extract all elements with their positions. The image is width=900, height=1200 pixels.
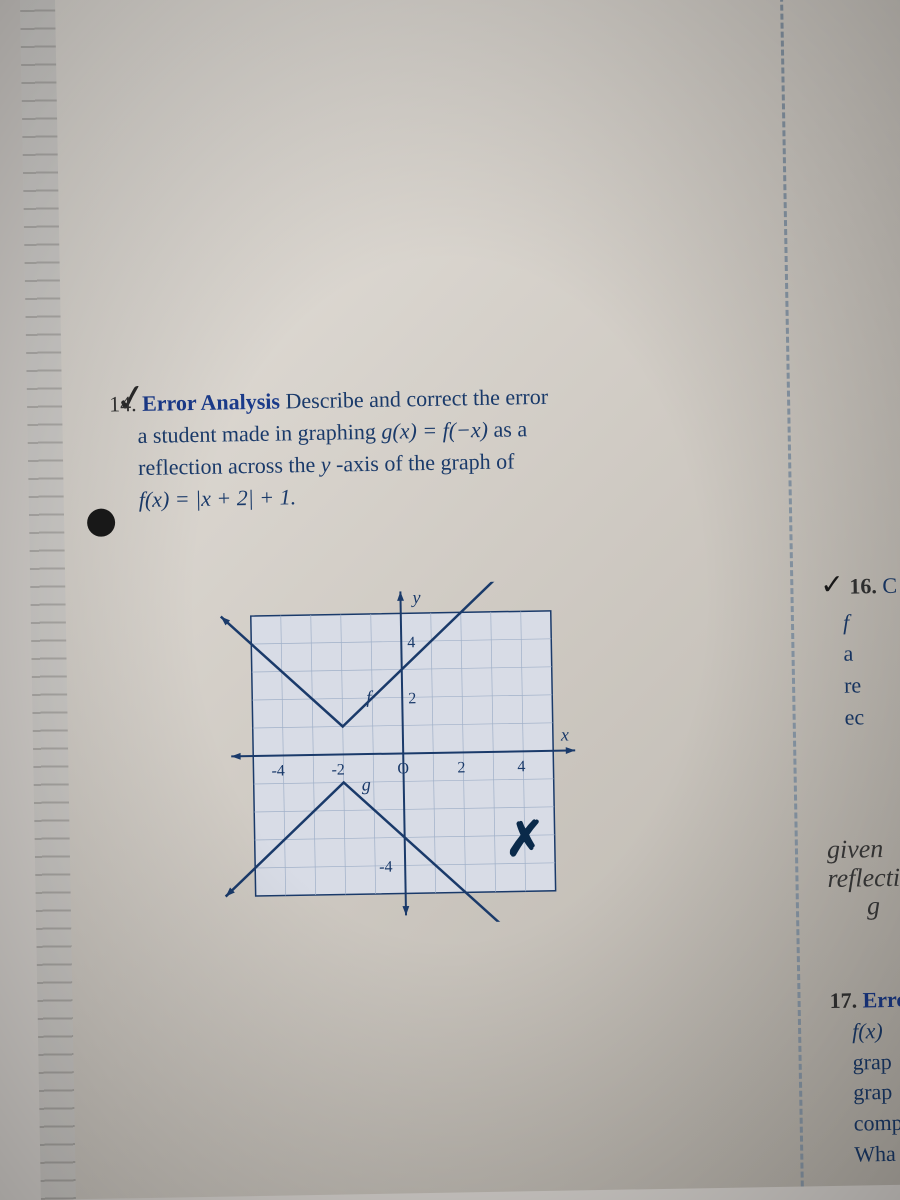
cross-icon: ✗ [504, 811, 545, 868]
equation-g: g(x) = f(−x) [381, 417, 488, 444]
problem-17-fragment: 17. Errc f(x) grap grap comp Wha [829, 984, 900, 1171]
svg-text:-4: -4 [379, 859, 393, 876]
problem-title: Errc [862, 987, 900, 1013]
text-fragment: a [843, 641, 853, 666]
handwritten-line: reflection [827, 862, 900, 893]
text-segment: as a [493, 416, 527, 442]
text-segment: reflection across the [138, 452, 321, 480]
text-fragment: re [844, 673, 862, 698]
svg-text:2: 2 [408, 690, 416, 707]
equation-f: f(x) = |x + 2| + 1. [139, 484, 297, 512]
handwritten-line: g [867, 891, 881, 920]
spiral-binding [20, 0, 76, 1200]
text-fragment: grap [853, 1079, 893, 1105]
graph-figure: yx-4-2O24-424fg [210, 580, 596, 927]
text-segment: Describe and correct the error [285, 384, 548, 414]
textbook-page: ✓ 14. Error Analysis Describe and correc… [20, 0, 900, 1200]
svg-text:4: 4 [407, 634, 415, 651]
problem-number: 17. [829, 988, 857, 1013]
problem-number: 16. [849, 573, 877, 598]
handwritten-line: given [827, 834, 884, 864]
column-divider [780, 0, 804, 1187]
svg-text:-4: -4 [271, 762, 285, 779]
equation: f(x) [852, 1018, 883, 1044]
problem-16-fragment: ✓ 16. C f a re ec [820, 564, 900, 734]
problem-number: 14. [109, 391, 137, 416]
problem-14-text: 14. Error Analysis Describe and correct … [137, 378, 699, 515]
text-segment: -axis of the graph of [336, 448, 515, 476]
text-fragment: comp [854, 1110, 900, 1136]
text-fragment: ec [844, 705, 864, 730]
text-segment: a student made in graphing [137, 419, 381, 448]
svg-text:g: g [362, 774, 371, 794]
text-fragment: C [882, 573, 897, 598]
text-fragment: grap [852, 1049, 892, 1075]
svg-text:O: O [397, 760, 409, 777]
svg-text:2: 2 [457, 759, 465, 776]
checkmark-icon: ✓ [820, 570, 844, 601]
problem-title: Error Analysis [142, 389, 280, 416]
svg-text:x: x [560, 725, 569, 745]
punch-hole [87, 508, 115, 536]
svg-text:4: 4 [517, 758, 525, 775]
y-var: y [321, 451, 331, 476]
text-fragment: f [843, 609, 850, 634]
handwritten-notes: given reflection g [827, 834, 900, 921]
svg-text:y: y [410, 587, 420, 607]
svg-text:-2: -2 [331, 761, 345, 778]
coordinate-graph: yx-4-2O24-424fg [210, 580, 596, 927]
text-fragment: Wha [854, 1141, 896, 1167]
